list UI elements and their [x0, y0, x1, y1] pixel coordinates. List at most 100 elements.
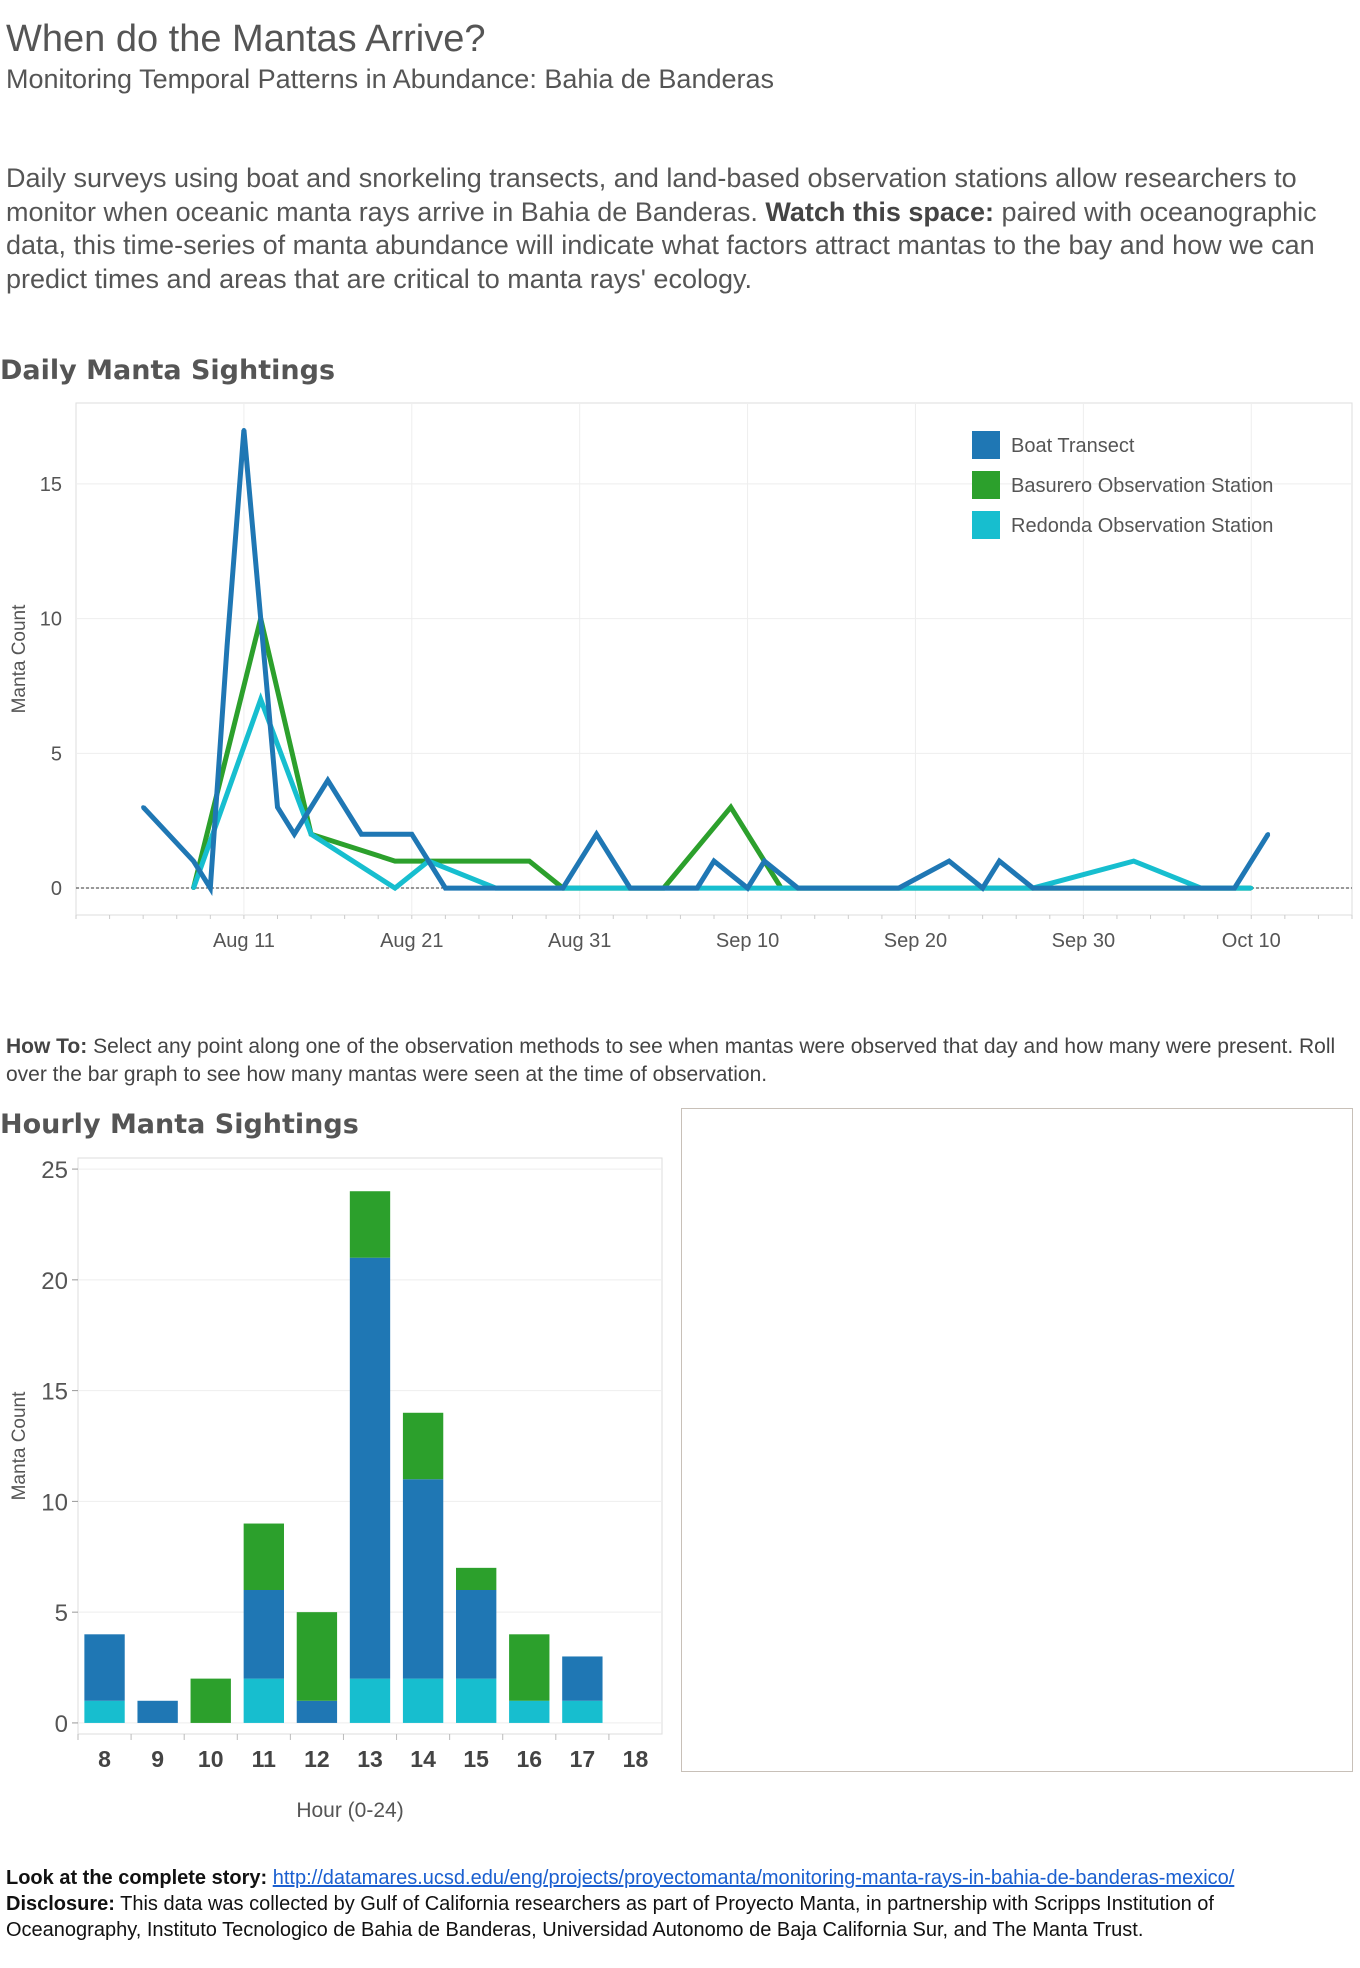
data-point [191, 886, 196, 891]
data-point [628, 886, 633, 891]
x-tick-label: 18 [623, 1746, 649, 1772]
data-point [1266, 832, 1271, 837]
x-axis-title: Hour (0-24) [296, 1799, 403, 1822]
data-point [997, 859, 1002, 864]
bar-segment [402, 1678, 444, 1723]
y-tick-label: 0 [55, 1711, 68, 1738]
bar-segment [509, 1634, 550, 1701]
story-link[interactable]: http://datamares.ucsd.edu/eng/projects/p… [272, 1867, 1235, 1889]
bar-segment [456, 1590, 497, 1679]
data-point [191, 859, 196, 864]
data-point [141, 805, 146, 810]
bar-segment [190, 1678, 231, 1723]
bar-segment [402, 1479, 444, 1679]
daily-chart-title: Daily Manta Sightings [0, 355, 336, 386]
data-point [241, 427, 246, 432]
x-tick-label: 11 [252, 1746, 277, 1772]
data-point [258, 697, 263, 702]
y-tick-label: 10 [40, 609, 62, 631]
data-point [762, 859, 767, 864]
bar-segment [562, 1700, 603, 1723]
howto-text: How To: Select any point along one of th… [6, 1033, 1346, 1089]
data-point [325, 778, 330, 783]
y-tick-label: 25 [41, 1157, 68, 1184]
intro-text-bold: Watch this space: [765, 196, 994, 227]
intro-paragraph: Daily surveys using boat and snorkeling … [6, 162, 1346, 296]
y-tick-label: 15 [41, 1379, 68, 1406]
daily-sightings-chart[interactable]: Aug 11 Aug 21 Aug 31 Sep 10 Sep 20 Sep 30 Oct … [0, 395, 1360, 955]
bar-segment [84, 1700, 125, 1723]
legend-swatch [972, 511, 1000, 539]
legend-swatch [972, 431, 1000, 459]
hourly-chart-title: Hourly Manta Sightings [0, 1109, 359, 1140]
bar-segment [243, 1678, 284, 1723]
data-point [695, 886, 700, 891]
data-point [1031, 886, 1035, 891]
data-point [527, 859, 532, 864]
data-point [560, 886, 565, 891]
detail-panel[interactable] [681, 1108, 1353, 1772]
y-tick-label: 5 [55, 1600, 68, 1627]
bar-segment [243, 1590, 284, 1679]
y-axis-title: Manta Count [9, 604, 30, 714]
bar-segment [349, 1191, 391, 1258]
x-tick-label: Sep 20 [884, 930, 947, 952]
bar-segment [562, 1656, 603, 1701]
data-point [1232, 886, 1237, 891]
intro-text-part1: Daily surveys using boat and snorkeling … [6, 163, 1297, 227]
data-point [712, 859, 716, 864]
x-tick-label: 12 [304, 1746, 330, 1772]
y-axis-title: Manta Count [9, 1391, 30, 1501]
data-point [225, 643, 230, 648]
data-point [225, 751, 230, 756]
y-tick-label: 0 [51, 878, 62, 900]
data-point [1131, 859, 1136, 864]
legend-swatch [972, 471, 1000, 499]
disclosure-text: This data was collected by Gulf of Calif… [6, 1893, 1214, 1941]
bar-segment [84, 1634, 125, 1701]
data-point [409, 832, 414, 837]
data-point [795, 886, 800, 891]
y-tick-label: 5 [51, 743, 62, 765]
footer: Look at the complete story: http://datam… [6, 1865, 1351, 1943]
legend-label: Basurero Observation Station [1011, 475, 1273, 497]
x-tick-label: Aug 21 [380, 930, 443, 952]
data-point [393, 886, 397, 891]
y-tick-label: 20 [41, 1268, 68, 1295]
bar-segment [509, 1700, 550, 1723]
legend-label: Redonda Observation Station [1011, 515, 1273, 537]
data-point [947, 859, 952, 864]
page-title: When do the Mantas Arrive? [6, 18, 486, 60]
y-tick-label: 10 [41, 1489, 68, 1516]
x-tick-label: Sep 10 [716, 930, 779, 952]
data-point [1249, 886, 1254, 891]
x-tick-label: 14 [410, 1746, 436, 1772]
x-tick-label: 17 [570, 1746, 596, 1772]
data-point [745, 886, 750, 891]
legend-label: Boat Transect [1011, 435, 1135, 457]
series-line-0 [141, 429, 1271, 896]
story-label: Look at the complete story: [6, 1867, 268, 1889]
x-tick-label: 15 [463, 1746, 489, 1772]
x-tick-label: 9 [151, 1746, 164, 1772]
bar-segment [402, 1412, 444, 1480]
disclosure-line: Disclosure: This data was collected by G… [6, 1891, 1351, 1943]
series-line-2 [191, 692, 1252, 892]
data-point [443, 886, 448, 891]
disclosure-label: Disclosure: [6, 1893, 115, 1915]
howto-label: How To: [6, 1035, 88, 1058]
hourly-sightings-chart[interactable]: 0 5 10 15 20 25 8 9 10 11 12 13 14 15 16 17 18 Hour (0-24… [0, 1150, 675, 1830]
page-subtitle: Monitoring Temporal Patterns in Abundanc… [6, 64, 774, 94]
x-tick-label: Aug 11 [213, 930, 275, 952]
bar-segment [137, 1700, 178, 1723]
bar-segment [456, 1678, 497, 1723]
data-point [393, 859, 397, 864]
x-tick-label: 13 [357, 1746, 383, 1772]
x-tick-label: Sep 30 [1052, 930, 1115, 952]
bar-segment [349, 1678, 391, 1723]
data-point [359, 832, 364, 837]
data-point [896, 886, 901, 891]
bar-segment [456, 1567, 497, 1590]
data-point [309, 832, 314, 837]
x-tick-label: Aug 31 [548, 930, 611, 952]
